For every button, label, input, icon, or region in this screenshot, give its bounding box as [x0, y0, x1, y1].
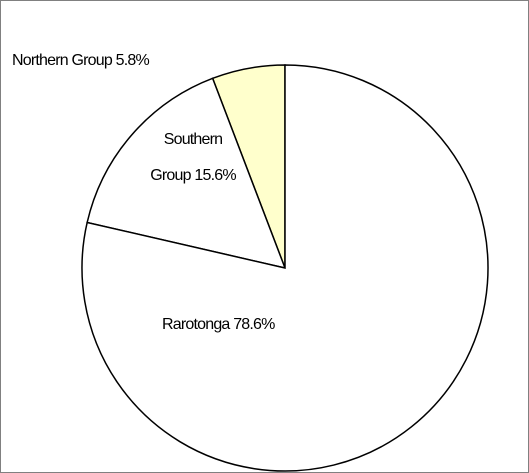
pie-slice — [81, 64, 489, 472]
slice-label: Northern Group 5.8% — [12, 52, 150, 70]
slice-label: Southern Group 15.6% — [150, 122, 236, 194]
pie-slice — [86, 77, 287, 270]
slice-name: Northern Group — [12, 52, 113, 69]
slice-name: Southern Group — [150, 131, 223, 184]
slice-value: 5.8% — [115, 52, 150, 69]
slice-value: 15.6% — [194, 167, 236, 184]
slice-value: 78.6% — [233, 316, 275, 333]
slice-name: Rarotonga — [162, 316, 230, 333]
slice-label: Rarotonga 78.6% — [162, 316, 275, 334]
